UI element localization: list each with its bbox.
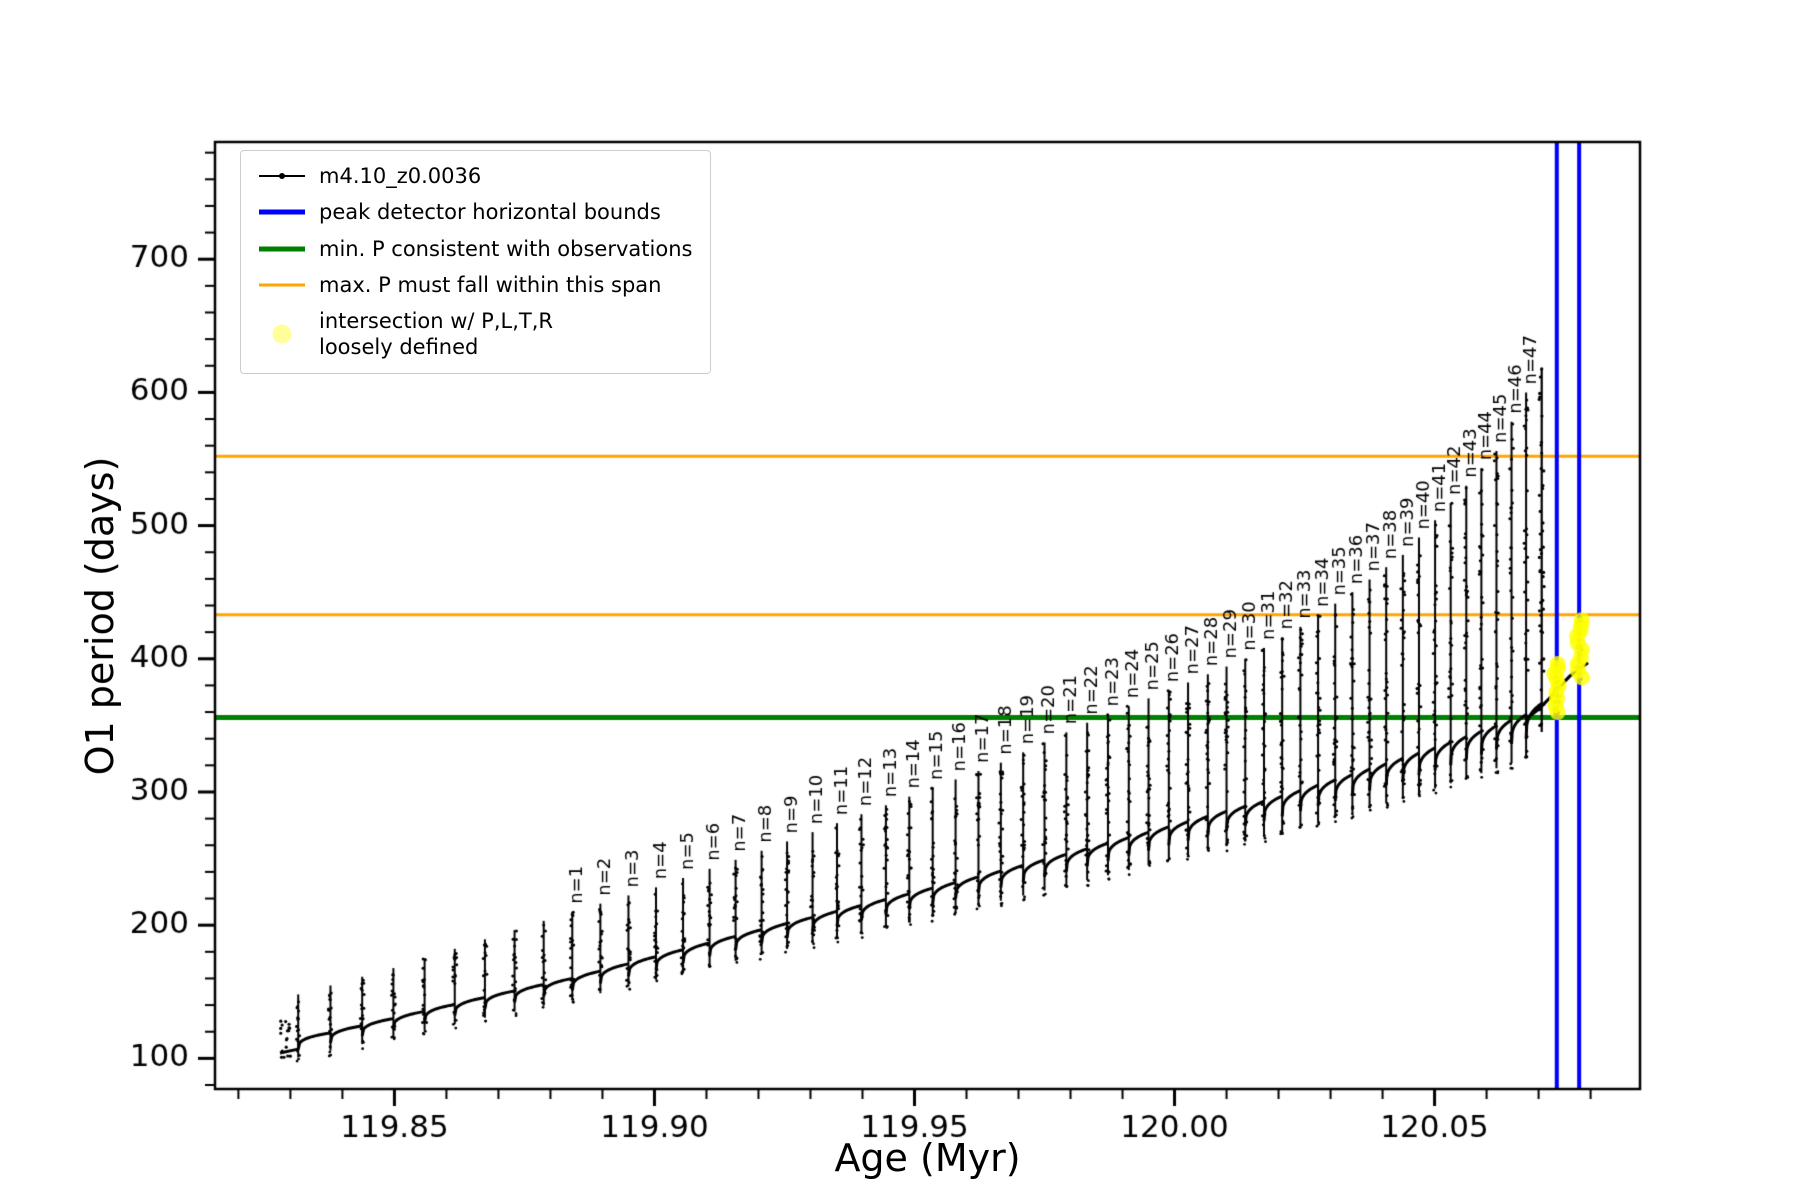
green-line-swatch [259,240,305,258]
yellow-dot-swatch [259,324,305,344]
orange-line-swatch [259,276,305,294]
legend-item-label: min. P consistent with observations [319,236,693,261]
legend-item-max-p: max. P must fall within this span [259,272,692,298]
legend-item-label: peak detector horizontal bounds [319,200,661,225]
legend: m4.10_z0.0036 peak detector horizontal b… [240,150,712,374]
x-axis-label: Age (Myr) [834,1136,1021,1180]
y-axis-label: O1 period (days) [78,456,122,776]
legend-item-label: max. P must fall within this span [319,272,662,297]
legend-item-min-p: min. P consistent with observations [259,236,692,262]
legend-item-peak-bounds: peak detector horizontal bounds [259,199,692,225]
legend-item-intersection: intersection w/ P,L,T,R loosely defined [259,308,692,361]
series-line-dot-swatch [259,167,305,185]
legend-item-label: intersection w/ P,L,T,R loosely defined [319,309,553,360]
legend-item-series: m4.10_z0.0036 [259,163,692,189]
legend-item-label: m4.10_z0.0036 [319,164,482,188]
blue-line-swatch [259,203,305,221]
